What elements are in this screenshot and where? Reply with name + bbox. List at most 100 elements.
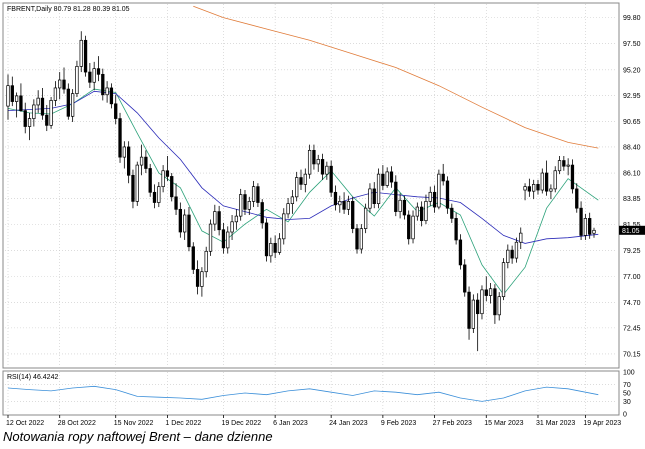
candle-body-up — [290, 196, 295, 205]
candle — [428, 186, 432, 206]
candle-body-down — [342, 201, 346, 210]
candle-body-down — [45, 114, 49, 126]
candle — [398, 193, 402, 219]
candle-body-up — [338, 201, 342, 206]
candle-body-down — [170, 176, 174, 198]
candle-body-down — [256, 186, 260, 203]
candle-body-up — [139, 156, 144, 166]
candle — [514, 237, 519, 263]
candle-body-down — [178, 208, 183, 233]
y-tick-label: 79.25 — [623, 248, 641, 255]
candle — [290, 190, 295, 214]
candle — [204, 246, 208, 278]
candle-body-up — [157, 186, 161, 203]
ma-medium-line — [7, 90, 599, 244]
candle-body-up — [376, 173, 381, 204]
candle-body-down — [101, 73, 105, 96]
candle-body-up — [6, 85, 10, 107]
y-tick-label: 86.10 — [623, 171, 641, 178]
candle-body-down — [187, 214, 191, 248]
candle-body-down — [432, 191, 437, 208]
candle — [346, 195, 351, 215]
rsi-tick-label: 30 — [623, 399, 631, 406]
candle-body-up — [592, 229, 596, 234]
candle-body-down — [66, 88, 70, 117]
ma-long-line — [193, 5, 599, 149]
candle — [161, 165, 165, 193]
candle — [583, 213, 588, 240]
candle — [221, 222, 226, 254]
candle — [148, 163, 152, 197]
candle-body-up — [277, 238, 282, 253]
candle — [174, 183, 178, 215]
candle — [480, 285, 484, 320]
candle — [463, 259, 467, 297]
chart-header: FBRENT,Daily 80.79 81.28 80.39 81.05 — [7, 6, 130, 13]
candle — [501, 258, 506, 301]
candle-body-down — [312, 149, 316, 165]
candle — [549, 184, 553, 200]
x-tick-label: 28 Oct 2022 — [58, 420, 96, 427]
candle-body-down — [148, 168, 152, 193]
candle — [200, 267, 204, 297]
candle — [557, 156, 562, 175]
candle — [139, 144, 144, 176]
rsi-tick-label: 50 — [623, 391, 631, 398]
candle-body-down — [389, 171, 394, 183]
candle-body-down — [174, 196, 178, 210]
candle-body-down — [544, 172, 549, 192]
candle — [58, 72, 62, 100]
candle — [165, 156, 170, 181]
candle — [131, 169, 135, 209]
candle — [540, 168, 544, 194]
candle — [592, 227, 596, 238]
candle — [579, 201, 583, 240]
candle-body-down — [536, 184, 540, 191]
candle-body-down — [441, 173, 445, 182]
candle — [389, 166, 394, 188]
candle-body-down — [217, 211, 221, 231]
candle-body-up — [583, 218, 588, 236]
candle-body-down — [419, 206, 424, 222]
candle — [402, 195, 407, 220]
candle-body-down — [191, 246, 195, 270]
candle — [122, 141, 126, 169]
candle-body-up — [269, 243, 273, 257]
candle-body-down — [372, 188, 376, 204]
x-tick-label: 19 Dec 2022 — [221, 420, 261, 427]
candle-body-down — [40, 97, 45, 116]
candle-body-down — [23, 110, 27, 127]
candle-body-up — [239, 194, 243, 217]
ma-short-line — [7, 88, 599, 296]
candle-body-up — [501, 262, 506, 298]
candle — [105, 81, 109, 103]
candle — [359, 224, 363, 254]
candle — [527, 178, 532, 197]
candle-body-up — [79, 39, 83, 67]
candle-body-down — [260, 202, 264, 224]
candle-body-up — [70, 93, 75, 117]
candle-body-up — [385, 171, 389, 186]
candle-body-up — [204, 250, 208, 273]
x-tick-label: 1 Dec 2022 — [165, 420, 201, 427]
x-tick-label: 24 Jan 2023 — [329, 420, 368, 427]
rsi-panel-border — [2, 370, 620, 416]
candle-body-up — [135, 164, 139, 202]
candle-body-up — [27, 118, 32, 127]
y-tick-label: 97.50 — [623, 41, 641, 48]
candle — [553, 166, 557, 193]
y-tick-label: 77.00 — [623, 274, 641, 281]
candle — [75, 60, 79, 98]
candle — [101, 68, 105, 101]
candle — [208, 219, 213, 256]
chart-caption: Notowania ropy naftowej Brent – dane dzi… — [3, 429, 273, 444]
candle — [458, 234, 463, 270]
candle — [239, 188, 243, 221]
candle — [316, 154, 320, 172]
candle — [234, 209, 239, 230]
candle-body-up — [480, 289, 484, 315]
candle — [187, 207, 191, 252]
candle — [135, 161, 139, 206]
candle — [32, 99, 36, 127]
candle-body-up — [307, 149, 312, 175]
